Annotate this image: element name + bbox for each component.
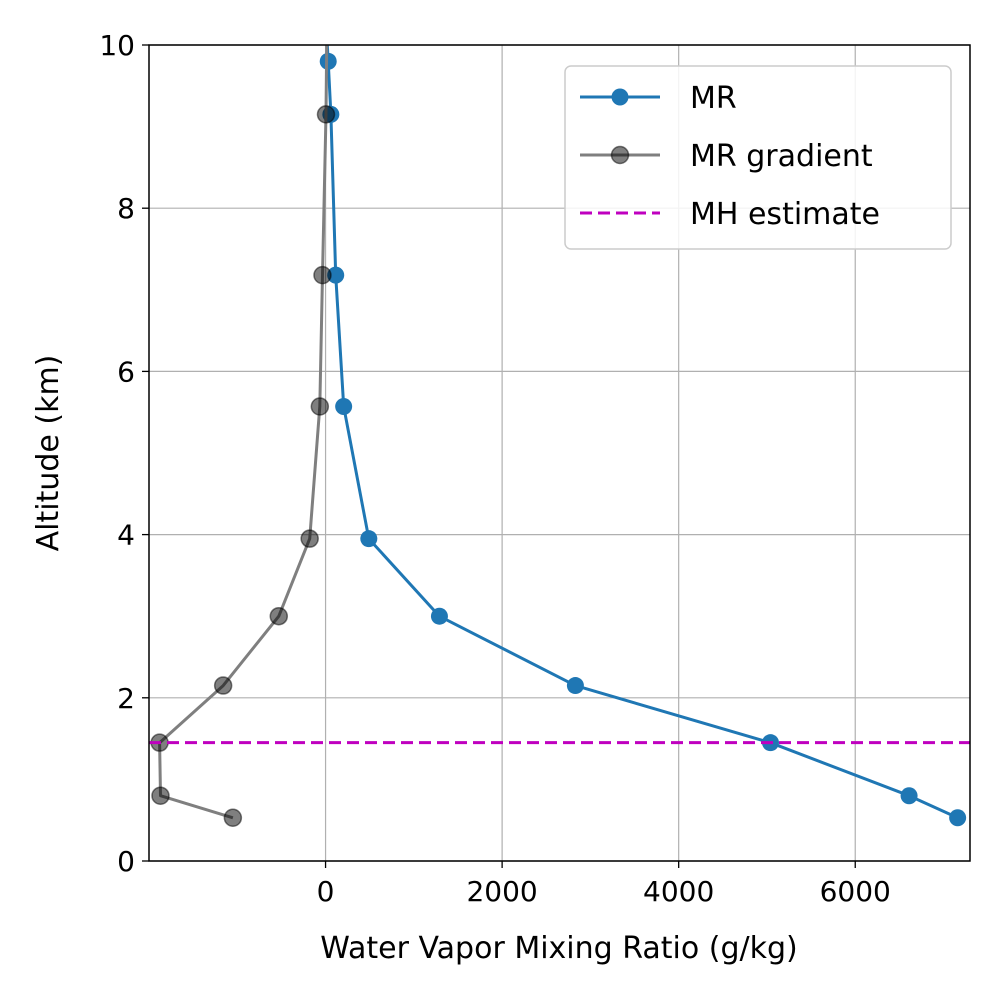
- plot-frame: [148, 44, 971, 862]
- mr-point: [900, 787, 918, 805]
- x-tick-label: 6000: [820, 875, 891, 908]
- legend-label-mr-gradient: MR gradient: [690, 139, 873, 174]
- mr-point: [360, 530, 378, 548]
- legend-marker-mr-gradient: [610, 145, 630, 165]
- x-tick-label: 4000: [643, 875, 714, 908]
- y-tick-label: 4: [117, 519, 135, 552]
- mr-point: [335, 397, 353, 415]
- mr-gradient-point: [300, 529, 319, 548]
- x-tick-label: 2000: [466, 875, 537, 908]
- mr-point: [319, 52, 337, 70]
- y-tick-label: 8: [117, 192, 135, 225]
- mr-gradient-point: [313, 265, 332, 285]
- legend-label-mr: MR: [690, 81, 737, 116]
- y-axis-label: Altitude (km): [31, 355, 66, 552]
- mr-gradient-line: [158, 45, 329, 820]
- legend-marker-mr: [611, 88, 629, 106]
- series-layer: [149, 20, 970, 828]
- mr-point: [430, 607, 448, 625]
- legend-box: [564, 65, 952, 250]
- mr-gradient-point: [213, 676, 233, 695]
- y-tick-label: 6: [117, 355, 135, 388]
- mr-gradient-point: [318, 20, 335, 37]
- mr-gradient-point: [310, 397, 330, 416]
- mr-point: [327, 266, 345, 284]
- mr-point: [949, 809, 967, 827]
- legend-label-mh-estimate: MH estimate: [690, 197, 880, 232]
- mr-point: [318, 20, 335, 37]
- y-tick-label: 0: [117, 845, 135, 878]
- legend: MR MR gradient MH estimate: [564, 65, 952, 250]
- mr-gradient-point: [316, 105, 336, 124]
- y-tick-label: 10: [99, 29, 135, 62]
- mr-gradient-point: [151, 786, 170, 805]
- x-tick-label: 0: [317, 875, 335, 908]
- mr-gradient-point: [223, 808, 243, 828]
- x-axis-label: Water Vapor Mixing Ratio (g/kg): [320, 931, 798, 966]
- mr-gradient-point: [269, 606, 289, 626]
- y-tick-label: 2: [117, 682, 135, 715]
- ticks: 0 2000 4000 6000 0 2 4 6 8 10: [99, 29, 891, 908]
- mr-point: [566, 677, 584, 695]
